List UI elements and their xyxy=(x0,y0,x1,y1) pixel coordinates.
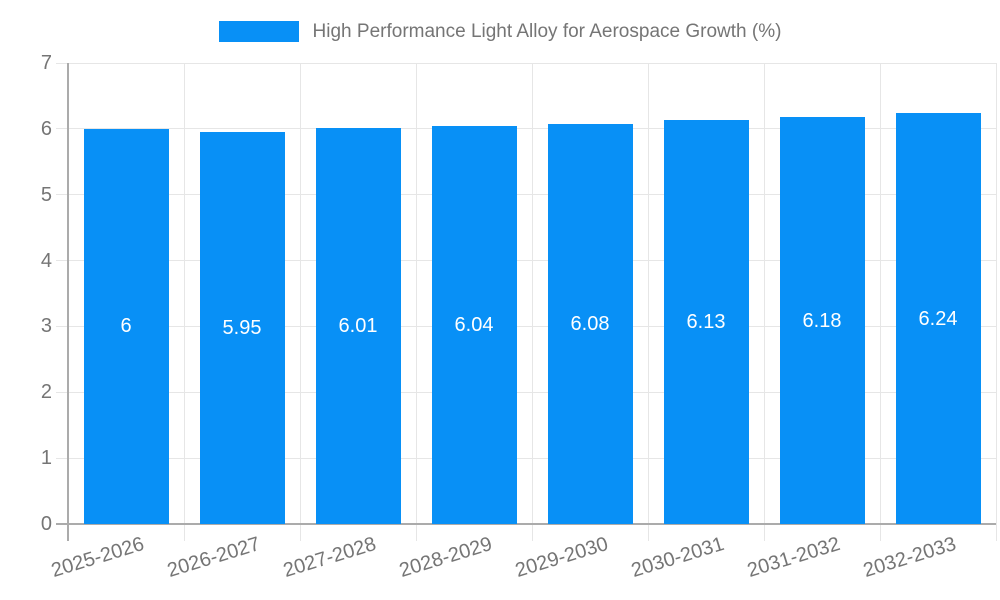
legend-swatch[interactable] xyxy=(218,21,299,42)
bar-value-label: 6.01 xyxy=(338,315,378,338)
y-axis-line xyxy=(67,63,69,541)
gridline-vertical xyxy=(763,63,765,541)
bar[interactable] xyxy=(83,128,169,524)
y-axis-tick-label: 1 xyxy=(40,447,52,470)
bar[interactable] xyxy=(547,123,633,524)
bar-value-label: 6.18 xyxy=(802,309,842,332)
y-axis-tick-label: 2 xyxy=(40,381,52,404)
gridline-vertical xyxy=(647,63,649,541)
y-tick-mark xyxy=(56,391,68,393)
legend-label[interactable]: High Performance Light Alloy for Aerospa… xyxy=(312,21,782,42)
gridline-vertical xyxy=(531,63,533,541)
y-tick-mark xyxy=(56,128,68,130)
y-tick-mark xyxy=(56,194,68,196)
bar-value-label: 6.08 xyxy=(570,312,610,335)
bar[interactable] xyxy=(779,117,865,524)
gridline-vertical xyxy=(879,63,881,541)
y-axis-tick-label: 3 xyxy=(40,315,52,338)
bar-value-label: 6 xyxy=(120,315,132,338)
gridline-vertical xyxy=(995,63,997,541)
bar-value-label: 5.95 xyxy=(222,317,262,340)
y-tick-mark xyxy=(56,457,68,459)
y-axis-tick-label: 7 xyxy=(40,52,52,74)
bar[interactable] xyxy=(895,113,981,524)
y-tick-mark xyxy=(56,325,68,327)
gridline-vertical xyxy=(299,63,301,541)
bar[interactable] xyxy=(199,132,285,524)
gridline-vertical xyxy=(415,63,417,541)
bar-value-label: 6.04 xyxy=(454,314,494,337)
bar[interactable] xyxy=(431,126,517,524)
y-tick-mark xyxy=(56,62,68,64)
y-tick-mark xyxy=(56,260,68,262)
y-axis-tick-label: 6 xyxy=(40,117,52,140)
y-axis-tick-label: 4 xyxy=(40,249,52,272)
legend: High Performance Light Alloy for Aerospa… xyxy=(0,20,1000,43)
y-axis-tick-label: 5 xyxy=(40,183,52,206)
bar-value-label: 6.24 xyxy=(918,307,958,330)
bar[interactable] xyxy=(663,120,749,524)
bar-value-label: 6.13 xyxy=(686,311,726,334)
x-axis-line xyxy=(56,523,996,525)
bar[interactable] xyxy=(315,128,401,524)
y-axis-tick-label: 0 xyxy=(40,513,52,535)
gridline-vertical xyxy=(183,63,185,541)
